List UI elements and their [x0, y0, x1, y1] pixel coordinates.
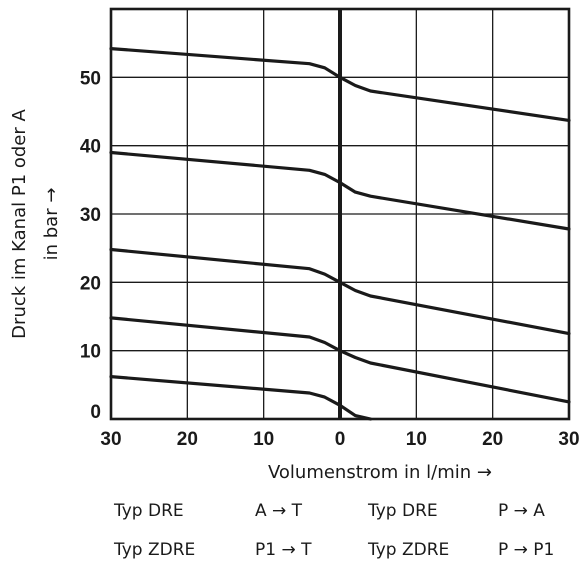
- y-tick-label: 30: [80, 205, 101, 226]
- x-tick-label: 30: [100, 429, 121, 450]
- legend-flow-2: P → A: [498, 501, 545, 521]
- legend-type-3: Typ ZDRE: [113, 540, 195, 560]
- y-axis-title-line2: in bar →: [41, 188, 62, 261]
- x-tick-label: 0: [335, 429, 346, 450]
- y-tick-label: 40: [80, 137, 101, 158]
- x-tick-label: 30: [558, 429, 579, 450]
- legend-flow-4: P → P1: [498, 540, 554, 560]
- y-tick-label: 0: [90, 402, 101, 423]
- y-tick-labels: 0 10 20 30 40 50: [80, 68, 101, 423]
- legend-type-1: Typ DRE: [113, 501, 184, 521]
- legend-type-4: Typ ZDRE: [367, 540, 449, 560]
- x-tick-label: 10: [253, 429, 274, 450]
- legend-type-2: Typ DRE: [367, 501, 438, 521]
- y-tick-label: 20: [80, 273, 101, 294]
- y-tick-label: 10: [80, 342, 101, 363]
- x-axis-title: Volumenstrom in l/min →: [268, 462, 492, 483]
- x-tick-label: 20: [177, 429, 198, 450]
- x-tick-labels: 30 20 10 0 10 20 30: [100, 429, 579, 450]
- legend-flow-3: P1 → T: [255, 540, 312, 560]
- series-curve-1: [109, 375, 373, 421]
- legend: Typ DRE A → T Typ DRE P → A Typ ZDRE P1 …: [113, 501, 554, 560]
- x-tick-label: 10: [406, 429, 427, 450]
- y-tick-label: 50: [80, 68, 101, 89]
- y-axis-title-line1: Druck im Kanal P1 oder A: [9, 109, 30, 339]
- x-tick-label: 20: [482, 429, 503, 450]
- legend-flow-1: A → T: [255, 501, 303, 521]
